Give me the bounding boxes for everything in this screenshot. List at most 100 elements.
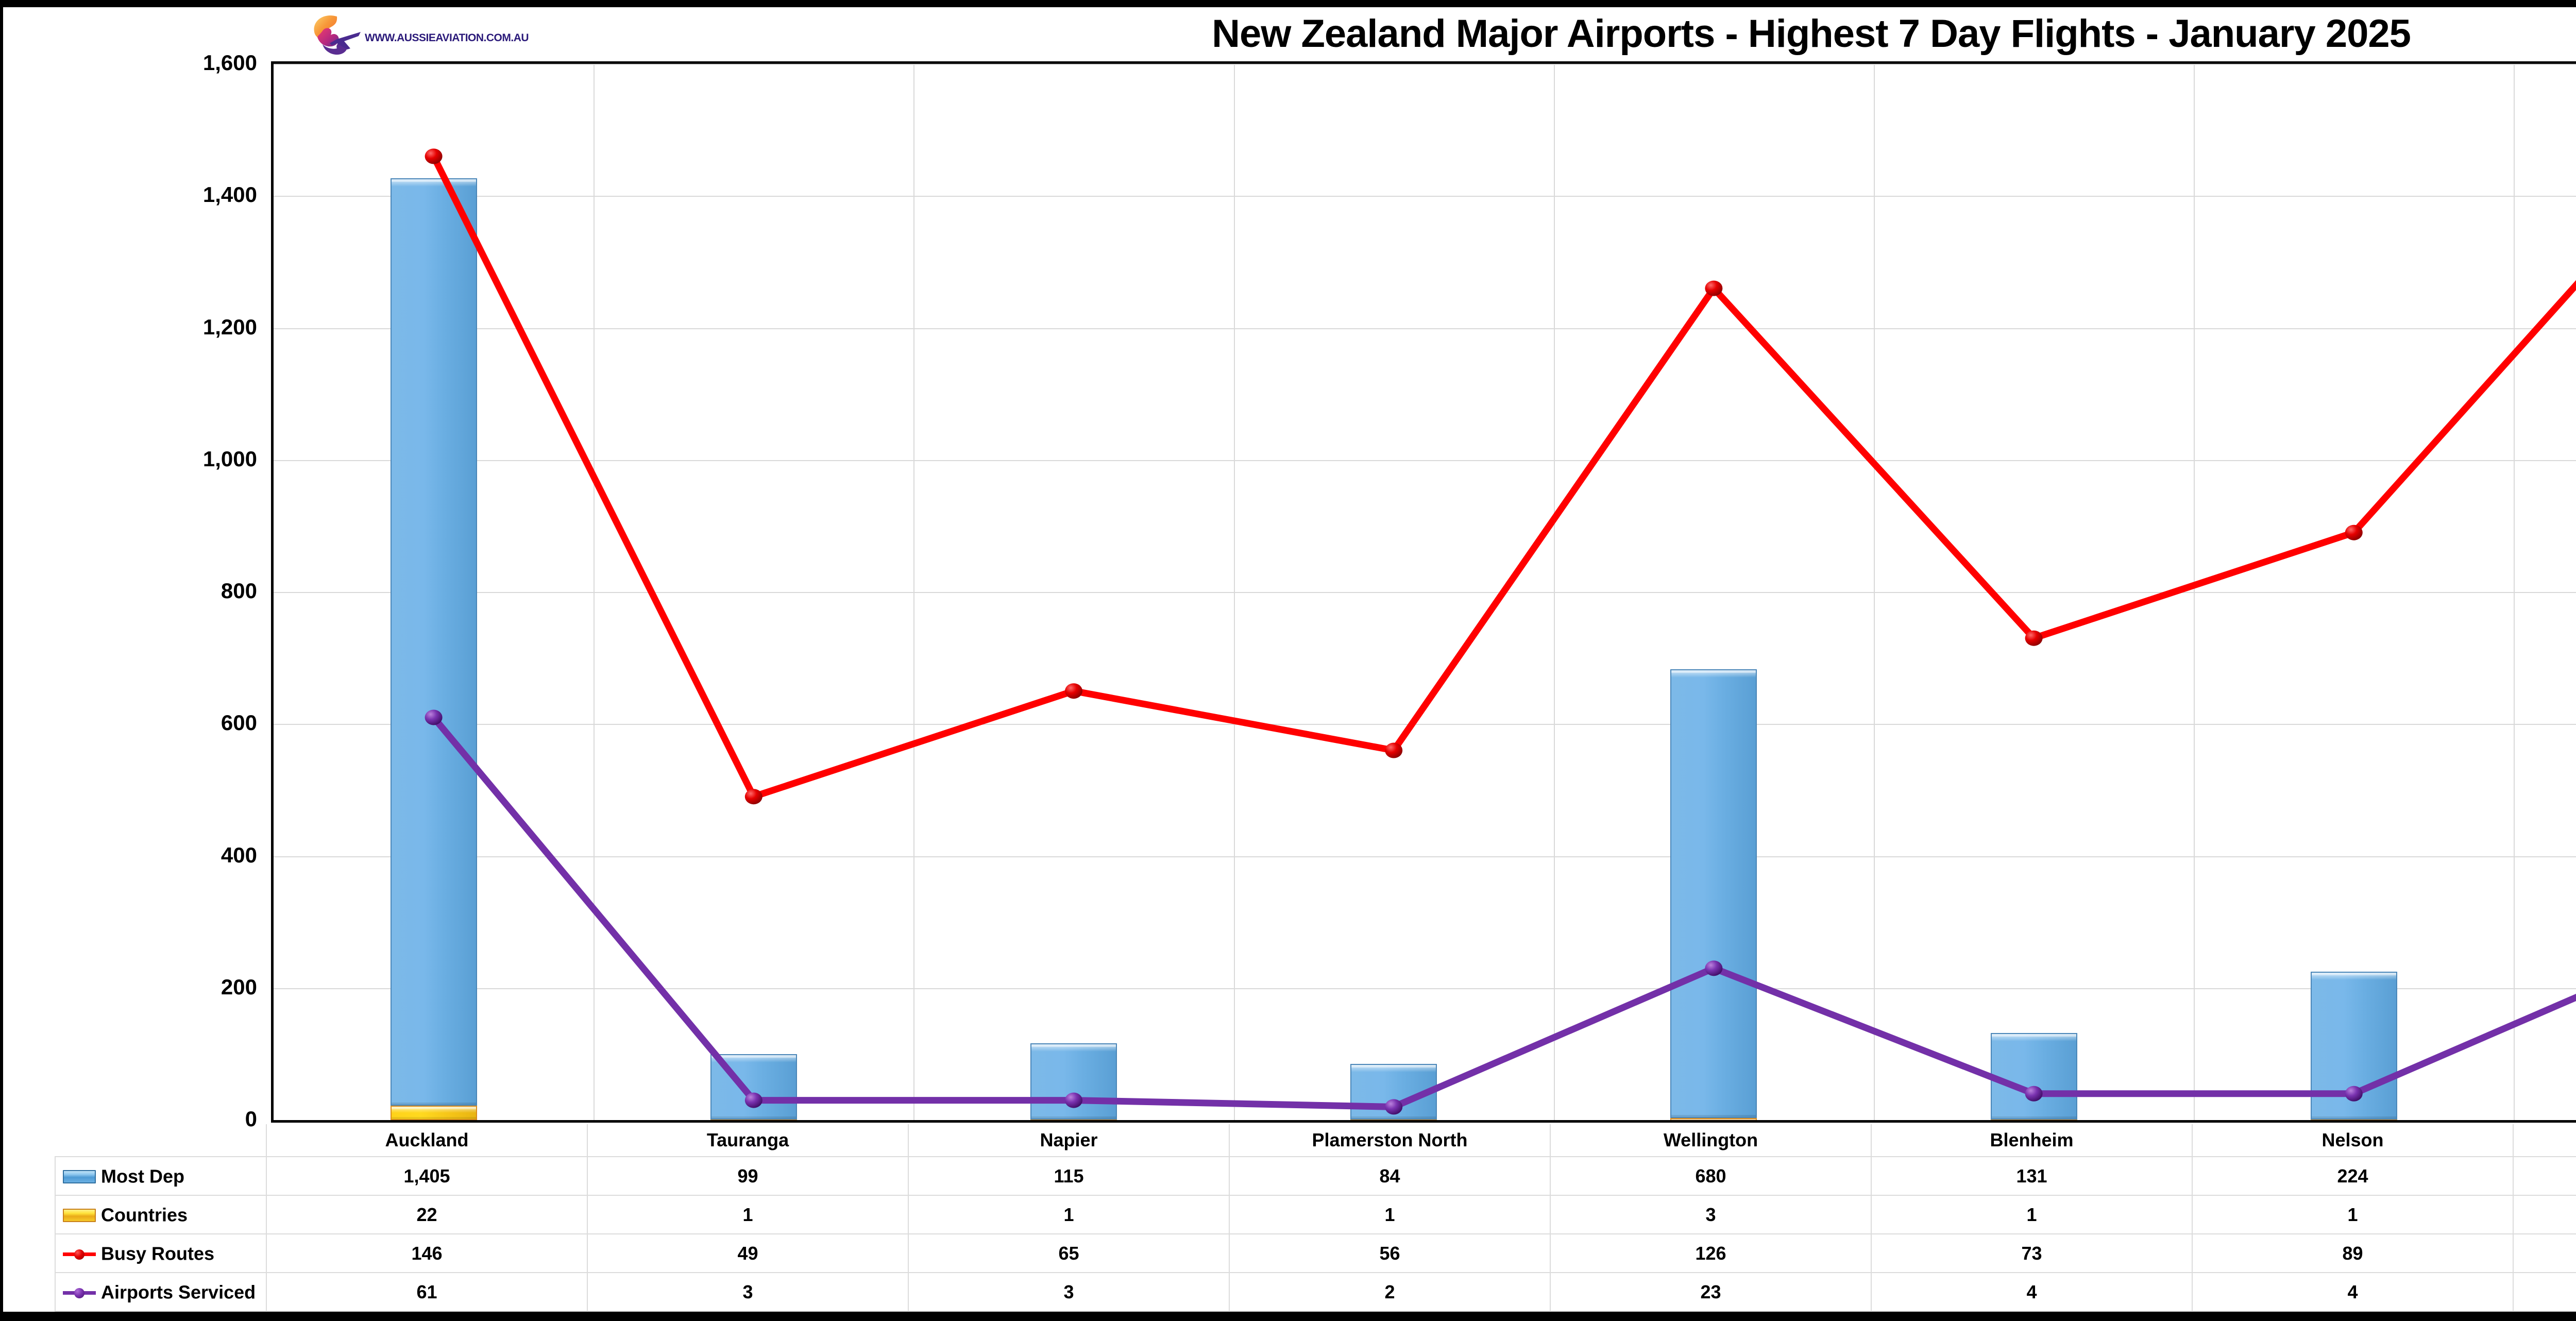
- table-cell: 1: [2192, 1195, 2514, 1234]
- table-column-header: Christchurch: [2513, 1124, 2576, 1157]
- table-row: Countries22111311721: [55, 1195, 2576, 1234]
- table-column-header: Wellington: [1550, 1124, 1872, 1157]
- table-row-label: Countries: [55, 1195, 267, 1234]
- table-column-header: Nelson: [2192, 1124, 2514, 1157]
- table-cell: 1: [587, 1195, 909, 1234]
- table-cell: 224: [2192, 1156, 2514, 1196]
- table-column-header: Auckland: [266, 1124, 588, 1157]
- logo-left: WWW.AUSSIEAVIATION.COM.AU: [307, 10, 549, 58]
- axis-tick-label: 1,600: [202, 50, 257, 75]
- gridline-horizontal: [274, 460, 2576, 461]
- table-column-header: Plamerston North: [1229, 1124, 1551, 1157]
- line-marker: [1385, 1099, 1403, 1115]
- axis-tick-label: 800: [221, 579, 257, 603]
- table-cell: 23: [1550, 1272, 1872, 1312]
- logo-url-left: WWW.AUSSIEAVIATION.COM.AU: [365, 32, 529, 44]
- line-marker: [1705, 280, 1723, 296]
- gridline-horizontal: [274, 988, 2576, 989]
- table-cell: 61: [266, 1272, 588, 1312]
- legend-swatch-airports-serviced: [63, 1286, 96, 1299]
- gridline-vertical: [594, 64, 595, 1120]
- table-cell: 669: [2513, 1156, 2576, 1196]
- line-series-layer: [425, 148, 2576, 1115]
- line-marker: [1385, 742, 1403, 758]
- legend-swatch-busy-routes: [63, 1247, 96, 1261]
- table-cell: 126: [1550, 1233, 1872, 1273]
- bar-segment-most-dep: [1990, 1032, 2077, 1120]
- axis-tick-label: 600: [221, 710, 257, 735]
- bar-segment-most-dep: [390, 178, 477, 1106]
- line-marker: [744, 789, 762, 805]
- table-column-header: Blenheim: [1871, 1124, 2193, 1157]
- table-row-label: Airports Serviced: [55, 1272, 267, 1312]
- line-marker: [2025, 630, 2043, 646]
- plot-inner: [274, 64, 2576, 1120]
- chart-header: WWW.AUSSIEAVIATION.COM.AU WWW.AUSSIEAVIA…: [3, 7, 2576, 61]
- table-cell: 7: [2513, 1195, 2576, 1234]
- table-row: Airports Serviced6133223442573: [55, 1272, 2576, 1312]
- line-marker: [425, 709, 443, 725]
- table-row: Busy Routes14649655612673891439338: [55, 1233, 2576, 1273]
- gridline-horizontal: [274, 856, 2576, 857]
- table-cell: 1,405: [266, 1156, 588, 1196]
- axis-tick-label: 200: [221, 974, 257, 999]
- gridline-vertical: [2194, 64, 2195, 1120]
- axis-tick-label: 1,000: [202, 446, 257, 471]
- legend-label: Most Dep: [101, 1165, 184, 1187]
- gridline-vertical: [2514, 64, 2515, 1120]
- legend-label: Countries: [101, 1204, 188, 1226]
- gridline-vertical: [1553, 64, 1555, 1120]
- table-column-header: Tauranga: [587, 1124, 909, 1157]
- page-title: New Zealand Major Airports - Highest 7 D…: [1212, 12, 2411, 56]
- legend-label: Busy Routes: [101, 1243, 215, 1264]
- table-cell: 84: [1229, 1156, 1551, 1196]
- line-marker: [2345, 1086, 2363, 1102]
- bar-segment-countries: [390, 1105, 477, 1120]
- table-cell: 89: [2192, 1233, 2514, 1273]
- legend-swatch-countries: [63, 1208, 96, 1222]
- line-series-airports-serviced: [430, 714, 2576, 1110]
- table-cell: 25: [2513, 1272, 2576, 1312]
- gridline-horizontal: [274, 328, 2576, 329]
- table-cell: 56: [1229, 1233, 1551, 1273]
- table-cell: 1: [908, 1195, 1230, 1234]
- legend-swatch-most-dep: [63, 1170, 96, 1183]
- gridline-horizontal: [274, 592, 2576, 593]
- line-marker: [744, 1092, 762, 1108]
- table-cell: 143: [2513, 1233, 2576, 1273]
- gridline-vertical: [1233, 64, 1235, 1120]
- line-series-busy-routes: [430, 153, 2576, 800]
- table-cell: 99: [587, 1156, 909, 1196]
- axis-tick-label: 0: [245, 1107, 257, 1131]
- line-marker: [2025, 1086, 2043, 1102]
- gridline-horizontal: [274, 64, 2576, 65]
- line-marker: [1065, 683, 1082, 699]
- axis-tick-label: 400: [221, 842, 257, 867]
- table-cell: 1: [1871, 1195, 2193, 1234]
- table-cell: 3: [587, 1272, 909, 1312]
- axis-tick-label: 1,400: [202, 182, 257, 207]
- table-cell: 49: [587, 1233, 909, 1273]
- table-corner-cell: [55, 1124, 266, 1157]
- gridline-horizontal: [274, 724, 2576, 725]
- bar-column: [1990, 1032, 2077, 1120]
- table-cell: 131: [1871, 1156, 2193, 1196]
- chart-data-table: Auckland Tauranga Napier Plamerston North We…: [55, 1124, 2576, 1312]
- table-cell: 146: [266, 1233, 588, 1273]
- table-cell: 22: [266, 1195, 588, 1234]
- table-cell: 3: [1550, 1195, 1872, 1234]
- table-cell: 680: [1550, 1156, 1872, 1196]
- line-marker: [1065, 1092, 1082, 1108]
- bar-column: [1670, 669, 1757, 1120]
- table-cell: 73: [1871, 1233, 2193, 1273]
- line-marker: [1705, 960, 1723, 976]
- gridline-vertical: [913, 64, 915, 1120]
- axis-tick-label: 1,200: [202, 314, 257, 339]
- table-cell: 2: [1229, 1272, 1551, 1312]
- table-column-header: Napier: [908, 1124, 1230, 1157]
- legend-label: Airports Serviced: [101, 1281, 256, 1303]
- table-cell: 65: [908, 1233, 1230, 1273]
- table-cell: 115: [908, 1156, 1230, 1196]
